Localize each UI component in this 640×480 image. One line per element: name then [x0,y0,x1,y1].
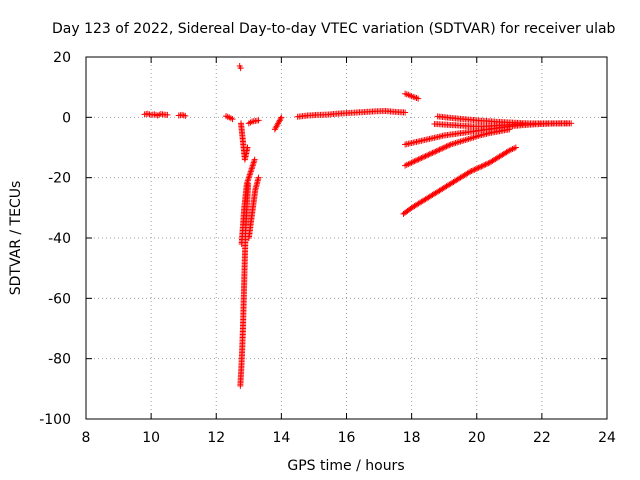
series-outlier-top [236,63,244,72]
x-tick-label: 24 [598,430,616,446]
marker-path [175,111,189,119]
series-drop-upper [237,120,251,163]
marker-path [271,114,285,133]
x-tick-label: 20 [468,430,486,446]
y-tick-label: -20 [48,171,71,187]
grid [86,57,607,419]
marker-path [238,156,258,248]
marker-path [400,144,519,217]
series-mid-trend [402,126,513,169]
series-band-19h [431,120,526,130]
x-tick-label: 14 [272,430,290,446]
series-right-fan [245,174,262,241]
marker-path [236,63,244,72]
series-near-14h [271,114,285,133]
data-points [141,63,575,389]
marker-path [431,120,526,130]
x-tick-label: 10 [142,430,160,446]
y-tick-label: 0 [62,110,71,126]
marker-path [294,107,409,120]
x-tick-label: 16 [338,430,356,446]
x-axis-label: GPS time / hours [287,458,404,474]
x-tick-label: 22 [533,430,551,446]
marker-path [237,120,251,163]
x-tick-label: 18 [403,430,421,446]
marker-path [245,174,262,241]
y-tick-label: -40 [48,231,71,247]
chart-title: Day 123 of 2022, Sidereal Day-to-day VTE… [52,21,616,37]
x-tick-labels: 8 10 12 14 16 18 20 22 24 [82,430,616,446]
axis-ticks [85,56,608,420]
series-cluster-10h [141,110,171,119]
series-drop-branch [238,156,258,248]
y-tick-label: -100 [39,412,71,428]
marker-path [402,126,513,169]
series-recovery [245,117,262,127]
y-tick-label: 20 [53,50,71,66]
y-tick-label: -60 [48,291,71,307]
x-tick-label: 12 [207,430,225,446]
series-pre-drop [223,113,236,123]
y-axis-label: SDTVAR / TECUs [8,181,24,296]
series-top-arc [402,90,422,102]
x-tick-label: 8 [82,430,91,446]
marker-path [141,110,171,119]
marker-path [245,117,262,127]
marker-path [223,113,236,123]
series-cluster-11h [175,111,189,119]
series-main-band [294,107,409,120]
y-tick-label: -80 [48,352,71,368]
y-tick-labels: -100 -80 -60 -40 -20 0 20 [39,50,71,428]
marker-path [402,90,422,102]
series-low-trend [400,144,519,217]
